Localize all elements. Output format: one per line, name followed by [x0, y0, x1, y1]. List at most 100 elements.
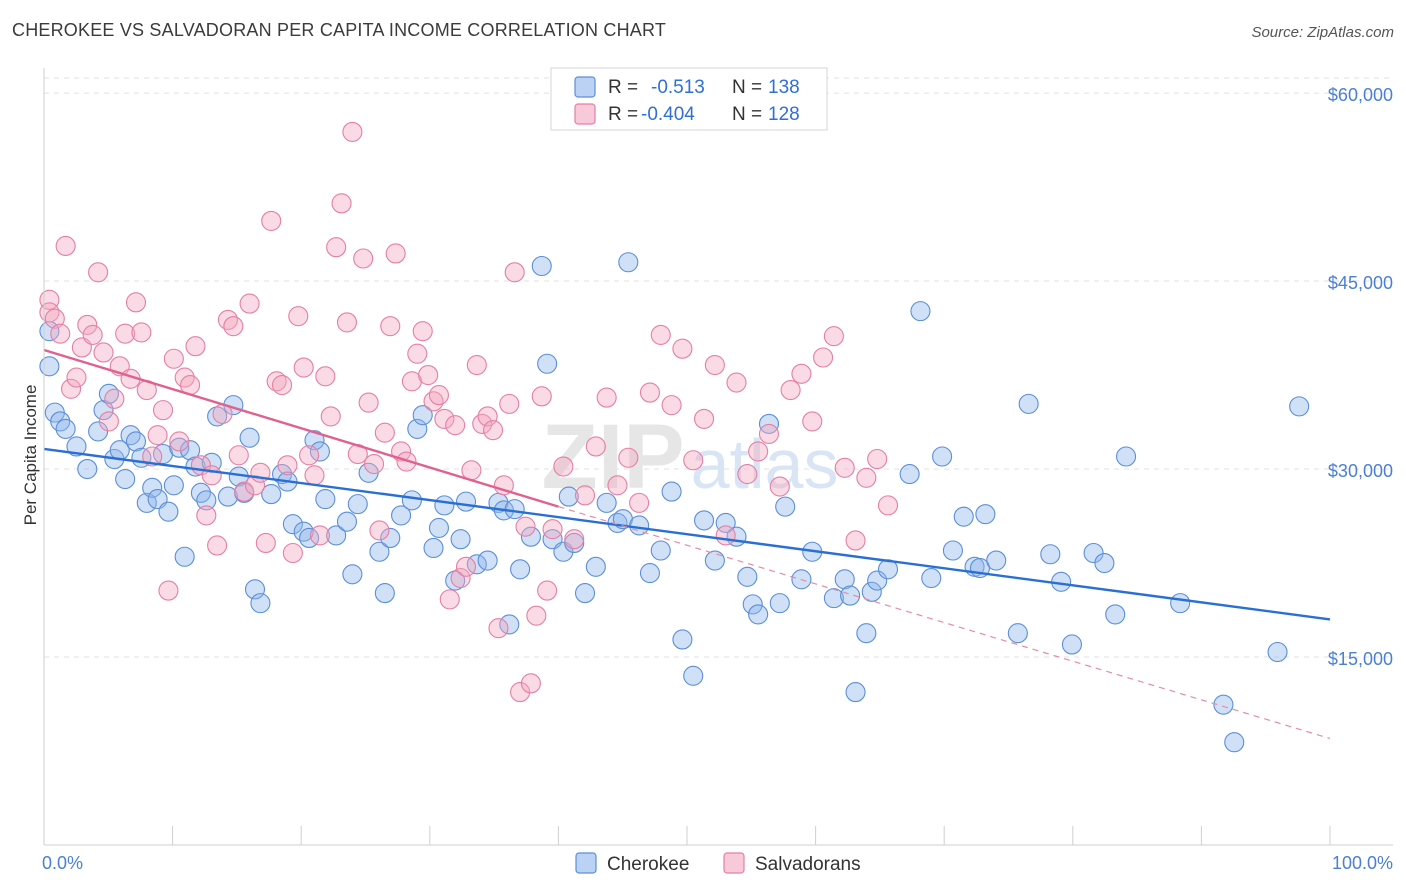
y-tick-label-30000: $30,000 [1328, 461, 1393, 481]
cherokee-point-128 [1116, 446, 1137, 467]
cherokee-point-60 [434, 495, 455, 516]
salvadorans-point-96 [564, 529, 585, 550]
cherokee-point-52 [374, 583, 395, 604]
salvadorans-point-101 [618, 447, 639, 468]
salvadorans-point-84 [488, 618, 509, 639]
cherokee-point-94 [737, 566, 758, 587]
cherokee-point-126 [1094, 552, 1115, 574]
legend-n-label-2: N = [732, 104, 762, 125]
cherokee-point-120 [1007, 623, 1028, 644]
salvadorans-point-9 [82, 324, 103, 345]
cherokee-point-95 [742, 594, 763, 615]
salvadorans-point-125 [877, 495, 899, 516]
salvadorans-point-104 [650, 324, 671, 345]
salvadorans-point-30 [196, 505, 217, 526]
cherokee-point-103 [834, 569, 855, 590]
cherokee-point-90 [694, 510, 715, 531]
salvadorans-point-49 [299, 445, 320, 466]
cherokee-point-99 [775, 496, 796, 517]
salvadorans-point-1 [39, 302, 60, 323]
trend-line-salvadorans-extension [558, 506, 1331, 740]
salvadorans-point-119 [813, 347, 834, 368]
cherokee-point-24 [180, 440, 201, 461]
bottom-legend-label-salvadorans: Salvadorans [755, 854, 861, 875]
cherokee-point-4 [55, 418, 76, 439]
salvadorans-point-55 [331, 193, 352, 214]
cherokee-point-44 [309, 441, 330, 462]
cherokee-point-91 [704, 550, 725, 571]
cherokee-point-6 [77, 458, 98, 480]
cherokee-point-7 [88, 421, 109, 442]
cherokee-point-118 [975, 504, 996, 525]
salvadorans-point-45 [277, 455, 298, 476]
salvadorans-point-99 [596, 387, 617, 408]
cherokee-point-27 [196, 490, 217, 511]
cherokee-point-68 [499, 614, 520, 635]
cherokee-point-122 [1040, 544, 1061, 565]
salvadorans-point-13 [104, 388, 125, 409]
salvadorans-point-86 [499, 393, 520, 414]
cherokee-point-106 [856, 623, 877, 644]
legend-n-label-1: N = [732, 77, 762, 98]
salvadorans-point-36 [228, 445, 249, 466]
salvadorans-point-62 [369, 520, 390, 541]
salvadorans-point-51 [309, 525, 330, 546]
salvadorans-point-75 [439, 589, 460, 610]
salvadorans-point-76 [445, 415, 466, 436]
cherokee-point-102 [823, 588, 844, 609]
cherokee-point-13 [120, 425, 141, 446]
cherokee-point-127 [1105, 604, 1126, 625]
salvadorans-point-122 [845, 530, 866, 551]
cherokee-point-88 [672, 629, 693, 650]
trend-lines [43, 348, 1331, 740]
cherokee-point-121 [1018, 393, 1039, 414]
cherokee-point-108 [867, 570, 888, 591]
salvadorans-point-65 [385, 243, 406, 264]
series-salvadorans [39, 121, 899, 703]
cherokee-point-113 [932, 446, 953, 467]
salvadorans-point-23 [158, 580, 179, 601]
cherokee-point-79 [585, 556, 606, 577]
cherokee-point-71 [520, 526, 541, 547]
salvadorans-point-124 [867, 448, 888, 470]
salvadorans-point-110 [715, 525, 736, 546]
salvadorans-point-98 [585, 436, 606, 457]
salvadorans-point-4 [55, 235, 76, 257]
cherokee-point-84 [629, 515, 650, 536]
salvadorans-point-6 [66, 367, 87, 388]
cherokee-point-96 [748, 604, 769, 625]
cherokee-point-47 [336, 511, 358, 532]
cherokee-point-119 [986, 550, 1007, 571]
y-tick-label-45000: $45,000 [1328, 273, 1393, 293]
salvadorans-point-25 [169, 431, 190, 452]
cherokee-point-37 [261, 484, 282, 505]
legend-box: R = -0.513 N = 138 R = -0.404 N = 128 [550, 67, 828, 131]
cherokee-point-110 [899, 463, 920, 485]
legend-swatch-salvadorans [574, 103, 596, 125]
salvadorans-point-83 [483, 420, 504, 441]
cherokee-point-85 [639, 562, 660, 584]
cherokee-point-49 [347, 494, 368, 515]
cherokee-point-46 [326, 525, 347, 546]
salvadorans-point-37 [234, 481, 255, 502]
salvadorans-point-85 [493, 475, 514, 496]
salvadorans-point-88 [510, 682, 531, 703]
cherokee-point-73 [537, 353, 558, 374]
salvadorans-point-80 [466, 354, 487, 376]
cherokee-point-131 [1224, 732, 1245, 753]
salvadorans-point-43 [266, 371, 287, 392]
salvadorans-point-44 [272, 375, 293, 396]
x-tick-label-min: 0.0% [42, 853, 83, 873]
salvadorans-point-2 [44, 308, 65, 329]
cherokee-point-104 [840, 585, 861, 606]
salvadorans-point-46 [282, 542, 303, 564]
salvadorans-point-42 [261, 210, 282, 231]
salvadorans-point-56 [336, 312, 358, 333]
chart-source: Source: ZipAtlas.com [1251, 24, 1394, 41]
legend-n-value-1: 138 [768, 77, 800, 98]
cherokee-point-111 [910, 301, 931, 322]
cherokee-point-40 [282, 514, 303, 535]
salvadorans-point-17 [125, 292, 147, 313]
salvadorans-point-106 [672, 338, 693, 359]
cherokee-point-86 [650, 540, 671, 561]
